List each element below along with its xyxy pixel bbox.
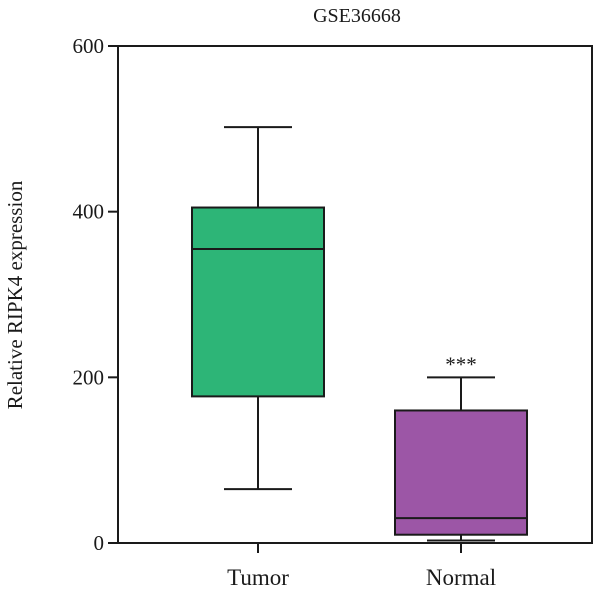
plot-frame <box>117 45 593 544</box>
box-tumor <box>191 126 325 491</box>
y-axis-label: Relative RIPK4 expression <box>3 180 27 409</box>
y-tick-label: 0 <box>94 531 105 555</box>
boxes: *** <box>191 126 528 542</box>
y-axis-ticks: 0 200 400 600 <box>73 34 118 555</box>
y-tick-label: 200 <box>73 365 105 389</box>
box-normal: *** <box>394 352 528 542</box>
iqr-box <box>191 206 325 398</box>
chart-title: GSE36668 <box>313 5 401 27</box>
x-axis-ticks: Tumor Normal <box>227 543 496 590</box>
iqr-box <box>394 409 528 536</box>
y-tick-label: 600 <box>73 34 105 58</box>
x-tick-label: Normal <box>426 565 496 590</box>
significance-label: *** <box>445 352 477 376</box>
x-tick-label: Tumor <box>227 565 289 590</box>
plot-border <box>117 45 593 544</box>
y-tick-label: 400 <box>73 200 105 224</box>
